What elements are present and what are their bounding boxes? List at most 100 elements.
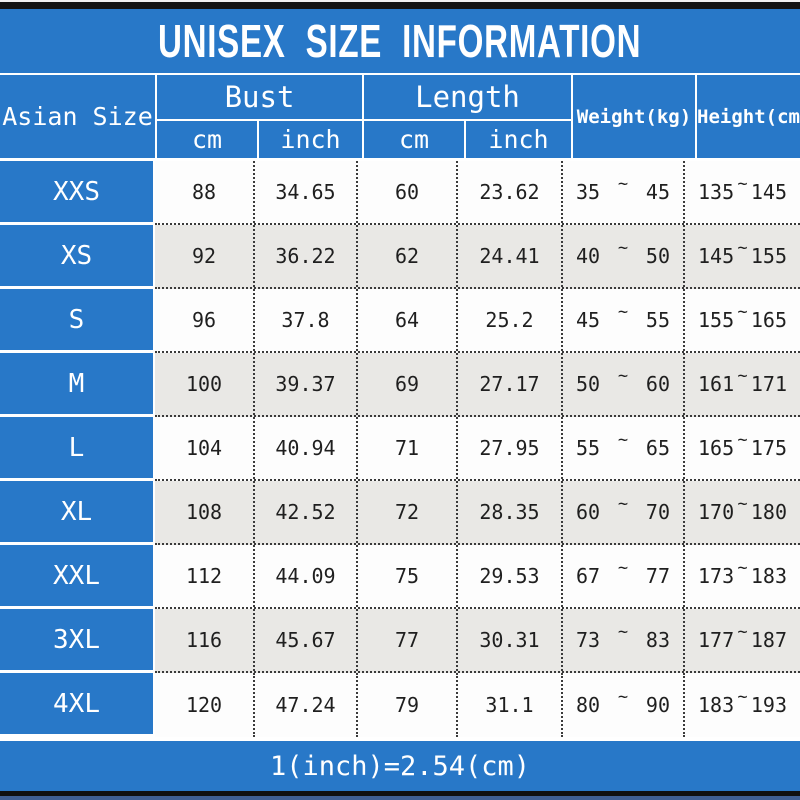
size-label: L: [0, 417, 155, 481]
height-range-cell: 183 ~ 193: [683, 673, 800, 737]
table-row: 3XL 116 45.67 77 30.31 73 ~ 83 177 ~ 187: [0, 609, 800, 673]
size-label: M: [0, 353, 155, 417]
tilde-glyph: ~: [617, 430, 629, 450]
size-chart-table: XXS 88 34.65 60 23.62 35 ~ 45 135 ~ 145 …: [0, 161, 800, 737]
length-inch-cell: 30.31: [456, 609, 561, 671]
header-length-group: Length: [364, 75, 571, 119]
size-label: 3XL: [0, 609, 155, 673]
height-range-cell: 145 ~ 155: [683, 225, 800, 287]
bust-cm-cell: 96: [191, 308, 217, 332]
table-row: L 104 40.94 71 27.95 55 ~ 65 165 ~ 175: [0, 417, 800, 481]
top-black-bar: [0, 2, 800, 9]
weight-range-cell: 45 ~ 55: [561, 289, 683, 351]
size-label: XXL: [0, 545, 155, 609]
header-length-inch: inch: [466, 121, 571, 158]
bust-inch-cell: 36.22: [253, 225, 356, 287]
header-weight: Weight(kg): [573, 75, 695, 158]
length-inch-cell: 27.17: [456, 353, 561, 415]
bust-cm-cell: 112: [185, 564, 223, 588]
weight-range-cell: 67 ~ 77: [561, 545, 683, 607]
length-cm-cell: 60: [356, 161, 456, 223]
tilde-glyph: ~: [617, 174, 629, 194]
header-asian-size: Asian Size: [0, 75, 155, 158]
height-range-cell: 165 ~ 175: [683, 417, 800, 479]
bottom-strip: [0, 796, 800, 800]
bust-inch-cell: 37.8: [253, 289, 356, 351]
weight-range-cell: 55 ~ 65: [561, 417, 683, 479]
header-length-cm: cm: [364, 121, 464, 158]
bust-cm-cell: 88: [191, 180, 217, 204]
tilde-glyph: ~: [737, 238, 748, 258]
table-row: XXL 112 44.09 75 29.53 67 ~ 77 173 ~ 183: [0, 545, 800, 609]
tilde-glyph: ~: [617, 302, 629, 322]
tilde-glyph: ~: [737, 302, 748, 322]
length-inch-cell: 28.35: [456, 481, 561, 543]
footer-gap: [0, 737, 800, 741]
height-range-cell: 170 ~ 180: [683, 481, 800, 543]
bust-inch-cell: 40.94: [253, 417, 356, 479]
length-inch-cell: 25.2: [456, 289, 561, 351]
bust-cm-cell: 100: [185, 372, 223, 396]
header-bust-cm: cm: [157, 121, 257, 158]
size-label: XXS: [0, 161, 155, 225]
height-range-cell: 177 ~ 187: [683, 609, 800, 671]
tilde-glyph: ~: [617, 366, 629, 386]
weight-range-cell: 40 ~ 50: [561, 225, 683, 287]
length-inch-cell: 27.95: [456, 417, 561, 479]
height-range-cell: 135 ~ 145: [683, 161, 800, 223]
length-inch-cell: 24.41: [456, 225, 561, 287]
length-cm-cell: 77: [356, 609, 456, 671]
header-height: Height(cm): [697, 75, 800, 158]
bust-inch-cell: 39.37: [253, 353, 356, 415]
length-cm-cell: 69: [356, 353, 456, 415]
tilde-glyph: ~: [737, 558, 748, 578]
length-cm-cell: 75: [356, 545, 456, 607]
tilde-glyph: ~: [737, 174, 748, 194]
table-header: Asian Size Bust Length Weight(kg) Height…: [0, 75, 800, 161]
tilde-glyph: ~: [617, 558, 629, 578]
bust-inch-cell: 45.67: [253, 609, 356, 671]
bust-cm-cell: 92: [191, 244, 217, 268]
bust-inch-cell: 34.65: [253, 161, 356, 223]
bust-cm-cell: 108: [185, 500, 223, 524]
size-label: XL: [0, 481, 155, 545]
table-row: 4XL 120 47.24 79 31.1 80 ~ 90 183 ~ 193: [0, 673, 800, 737]
tilde-glyph: ~: [737, 494, 748, 514]
weight-range-cell: 50 ~ 60: [561, 353, 683, 415]
size-label: S: [0, 289, 155, 353]
bust-inch-cell: 42.52: [253, 481, 356, 543]
weight-range-cell: 60 ~ 70: [561, 481, 683, 543]
bust-inch-cell: 44.09: [253, 545, 356, 607]
table-row: S 96 37.8 64 25.2 45 ~ 55 155 ~ 165: [0, 289, 800, 353]
table-row: XS 92 36.22 62 24.41 40 ~ 50 145 ~ 155: [0, 225, 800, 289]
length-cm-cell: 62: [356, 225, 456, 287]
title-bar: UNISEX SIZE INFORMATION: [0, 9, 800, 75]
page-title: UNISEX SIZE INFORMATION: [158, 15, 642, 67]
length-cm-cell: 64: [356, 289, 456, 351]
weight-range-cell: 73 ~ 83: [561, 609, 683, 671]
tilde-glyph: ~: [617, 622, 629, 642]
size-label: 4XL: [0, 673, 155, 737]
footer-bar: 1(inch)=2.54(cm): [0, 741, 800, 791]
tilde-glyph: ~: [737, 430, 748, 450]
length-cm-cell: 72: [356, 481, 456, 543]
header-bust-group: Bust: [157, 75, 362, 119]
bust-inch-cell: 47.24: [253, 673, 356, 737]
table-row: M 100 39.37 69 27.17 50 ~ 60 161 ~ 171: [0, 353, 800, 417]
height-range-cell: 161 ~ 171: [683, 353, 800, 415]
length-inch-cell: 23.62: [456, 161, 561, 223]
bottom-black-bar: [0, 791, 800, 796]
top-strip: [0, 0, 800, 2]
size-label: XS: [0, 225, 155, 289]
length-cm-cell: 79: [356, 673, 456, 737]
height-range-cell: 173 ~ 183: [683, 545, 800, 607]
tilde-glyph: ~: [617, 238, 629, 258]
tilde-glyph: ~: [617, 687, 629, 707]
bust-cm-cell: 104: [185, 436, 223, 460]
table-row: XXS 88 34.65 60 23.62 35 ~ 45 135 ~ 145: [0, 161, 800, 225]
header-bust-inch: inch: [259, 121, 362, 158]
conversion-note: 1(inch)=2.54(cm): [269, 750, 531, 782]
table-row: XL 108 42.52 72 28.35 60 ~ 70 170 ~ 180: [0, 481, 800, 545]
bust-cm-cell: 116: [185, 628, 223, 652]
